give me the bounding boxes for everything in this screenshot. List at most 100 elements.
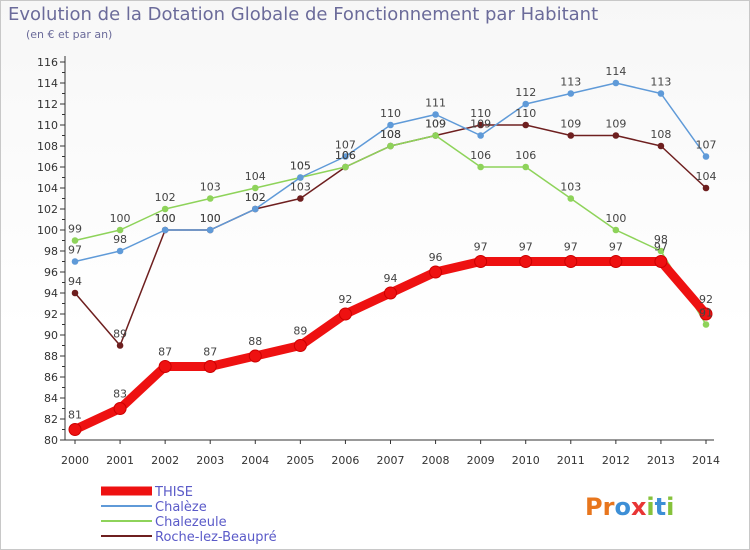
data-point bbox=[477, 121, 484, 129]
data-label: 97 bbox=[68, 244, 82, 257]
x-tick-label: 2003 bbox=[196, 454, 224, 467]
data-label: 100 bbox=[110, 212, 131, 225]
data-point bbox=[567, 90, 575, 97]
y-tick-label: 90 bbox=[44, 329, 58, 342]
logo-letter: P bbox=[585, 493, 603, 521]
data-label: 97 bbox=[519, 241, 533, 254]
data-point bbox=[567, 132, 575, 139]
y-tick-label: 106 bbox=[37, 161, 58, 174]
data-point bbox=[654, 255, 668, 268]
data-label: 88 bbox=[248, 335, 262, 348]
data-point bbox=[657, 90, 665, 97]
y-tick-label: 98 bbox=[44, 245, 58, 258]
data-point bbox=[297, 195, 304, 202]
legend-label: Chalèze bbox=[155, 500, 207, 515]
data-label: 109 bbox=[560, 118, 581, 131]
logo-letter: t bbox=[655, 493, 666, 521]
data-point bbox=[567, 195, 575, 202]
data-point bbox=[158, 360, 172, 373]
data-label: 100 bbox=[200, 212, 221, 225]
data-label: 83 bbox=[113, 388, 127, 401]
y-tick-label: 108 bbox=[37, 140, 58, 153]
data-label: 109 bbox=[470, 118, 491, 131]
y-tick-label: 102 bbox=[37, 203, 58, 216]
data-point bbox=[612, 132, 620, 139]
data-label: 113 bbox=[650, 76, 671, 89]
data-label: 106 bbox=[515, 149, 536, 162]
data-point bbox=[206, 195, 214, 202]
data-point bbox=[702, 321, 710, 328]
data-label: 97 bbox=[654, 241, 668, 254]
data-label: 104 bbox=[696, 170, 717, 183]
data-point bbox=[71, 258, 79, 265]
x-tick-label: 2013 bbox=[647, 454, 675, 467]
proxiti-logo: Proxiti bbox=[585, 493, 674, 521]
data-point bbox=[657, 142, 665, 150]
data-label: 102 bbox=[245, 191, 266, 204]
data-label: 100 bbox=[155, 212, 176, 225]
legend-label: Roche-lez-Beaupré bbox=[155, 530, 277, 545]
chart-title: Evolution de la Dotation Globale de Fonc… bbox=[8, 4, 599, 25]
data-point bbox=[384, 286, 397, 300]
y-tick-label: 112 bbox=[37, 98, 58, 111]
data-point bbox=[612, 226, 620, 234]
legend-label: Chalezeule bbox=[155, 515, 227, 530]
y-tick-label: 82 bbox=[44, 413, 58, 426]
data-label: 106 bbox=[335, 149, 356, 162]
y-tick-label: 88 bbox=[44, 350, 58, 363]
x-tick-label: 2011 bbox=[557, 454, 585, 467]
data-label: 110 bbox=[515, 107, 536, 120]
data-label: 89 bbox=[293, 325, 307, 338]
data-label: 92 bbox=[338, 293, 352, 306]
data-label: 100 bbox=[605, 212, 626, 225]
y-tick-label: 86 bbox=[44, 371, 58, 384]
x-tick-label: 2009 bbox=[467, 454, 495, 467]
data-label: 108 bbox=[380, 128, 401, 141]
data-label: 105 bbox=[290, 160, 311, 173]
data-label: 112 bbox=[515, 86, 536, 99]
y-tick-label: 110 bbox=[37, 119, 58, 132]
data-point bbox=[477, 132, 484, 139]
data-point bbox=[609, 255, 623, 268]
data-point bbox=[338, 307, 352, 321]
data-label: 108 bbox=[650, 128, 671, 141]
logo-text: Proxiti bbox=[585, 493, 674, 521]
data-label: 110 bbox=[380, 107, 401, 120]
y-tick-label: 100 bbox=[37, 224, 58, 237]
data-point bbox=[702, 184, 710, 192]
data-label: 97 bbox=[474, 241, 488, 254]
logo-letter: i bbox=[646, 493, 654, 521]
series-line-roche-lez-beaupr- bbox=[74, 124, 707, 347]
data-point bbox=[116, 247, 124, 255]
data-label: 98 bbox=[654, 233, 668, 246]
data-point bbox=[522, 100, 530, 108]
data-label: 97 bbox=[609, 241, 623, 254]
data-label: 109 bbox=[425, 118, 446, 131]
data-point bbox=[477, 163, 484, 171]
data-point bbox=[71, 289, 79, 297]
data-label: 94 bbox=[384, 272, 398, 285]
data-point bbox=[387, 142, 394, 150]
data-point bbox=[699, 307, 713, 321]
chart-axes: 80 82 84 86 88 90 92 94 96 98 100 102 104 106 108 110 11… bbox=[37, 56, 720, 467]
y-tick-label: 84 bbox=[44, 392, 58, 405]
data-point bbox=[522, 121, 530, 129]
data-label: 107 bbox=[335, 139, 356, 152]
data-label: 107 bbox=[696, 139, 717, 152]
x-tick-label: 2004 bbox=[241, 454, 269, 467]
data-point bbox=[297, 174, 304, 181]
logo-letter: o bbox=[614, 493, 631, 521]
data-point bbox=[564, 255, 578, 268]
y-tick-label: 114 bbox=[37, 77, 58, 90]
data-point bbox=[203, 360, 217, 373]
data-point bbox=[206, 226, 214, 234]
x-tick-label: 2005 bbox=[286, 454, 314, 467]
data-point bbox=[522, 163, 530, 171]
x-tick-label: 2001 bbox=[106, 454, 134, 467]
data-point bbox=[251, 184, 259, 192]
data-point bbox=[251, 205, 259, 213]
data-point bbox=[612, 79, 620, 87]
data-label: 114 bbox=[605, 65, 626, 78]
